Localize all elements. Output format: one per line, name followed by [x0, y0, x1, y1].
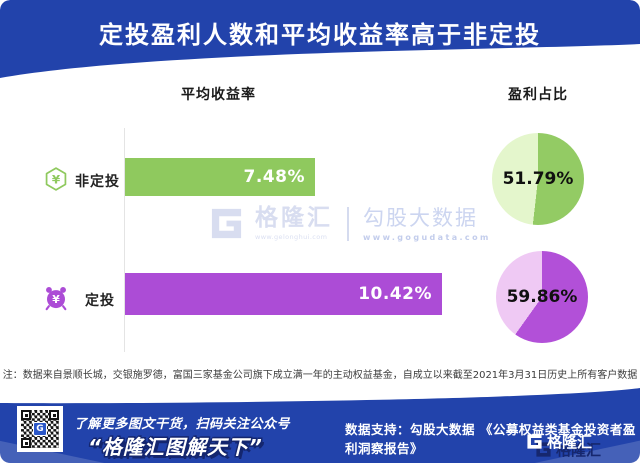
- bar-nondingtou: 7.48%: [125, 158, 315, 196]
- bar-dingtou: 10.42%: [125, 273, 442, 315]
- baseline-axis: [124, 128, 125, 352]
- bar-chart-title: 平均收益率: [181, 87, 256, 103]
- watermark-brand-text: 格隆汇: [255, 205, 333, 231]
- pie-value-label: 51.79%: [502, 169, 574, 189]
- footnote: 注：数据来自景顺长城，交银施罗德，富国三家基金公司旗下成立满一年的主动权益基金，…: [2, 370, 638, 381]
- footer: G 了解更多图文干货，扫码关注公众号 “格隆汇图解天下” 数据支持：勾股大数据 …: [0, 404, 640, 463]
- watermark: 格隆汇 www.gelonghui.com 勾股大数据 www.gogudata…: [209, 205, 491, 243]
- header-curve-decoration: [0, 44, 640, 78]
- gelonghui-logo-icon: [211, 208, 242, 239]
- pie-value-label: 59.86%: [506, 287, 578, 307]
- svg-text:¥: ¥: [52, 293, 60, 306]
- qr-finder-icon: [21, 438, 31, 448]
- qr-caption: 了解更多图文干货，扫码关注公众号: [74, 417, 291, 432]
- qr-code: G: [17, 406, 63, 452]
- footer-curve-decoration: [0, 388, 640, 404]
- pie-chart-nondingtou: 51.79%: [492, 133, 584, 225]
- gelonghui-logo-icon: [527, 434, 542, 449]
- data-support-text: 数据支持：勾股大数据 《公募权益类基金投资者盈利洞察报告》: [345, 422, 636, 456]
- watermark-brand-url: www.gelonghui.com: [255, 233, 328, 242]
- footer-logo: 格隆汇 格隆汇: [526, 431, 626, 459]
- footer-logo-text: 格隆汇: [556, 441, 602, 459]
- watermark-partner-url: www.gogudata.com: [363, 233, 491, 243]
- svg-text:¥: ¥: [52, 172, 61, 186]
- slogan: “格隆汇图解天下”: [88, 435, 263, 459]
- watermark-divider: [347, 207, 349, 241]
- bar-category-label: 非定投: [75, 174, 120, 190]
- bar-category-label: 定投: [85, 293, 115, 309]
- alarm-clock-icon: ¥: [43, 285, 69, 311]
- bar-value-label: 7.48%: [243, 167, 305, 187]
- page-title: 定投盈利人数和平均收益率高于非定投: [99, 21, 541, 49]
- qr-center-logo-icon: G: [33, 422, 47, 436]
- qr-pattern: G: [21, 410, 59, 448]
- qr-finder-icon: [21, 410, 31, 420]
- watermark-partner-text: 勾股大数据: [363, 206, 478, 230]
- pie-chart-title: 盈利占比: [508, 87, 568, 103]
- qr-finder-icon: [49, 410, 59, 420]
- footer-logo-main: 格隆汇: [526, 431, 592, 452]
- bar-value-label: 10.42%: [358, 284, 432, 304]
- yuan-hexagon-icon: ¥: [43, 166, 69, 192]
- footer-logo-text: 格隆汇: [547, 433, 593, 451]
- pie-chart-dingtou: 59.86%: [496, 251, 588, 343]
